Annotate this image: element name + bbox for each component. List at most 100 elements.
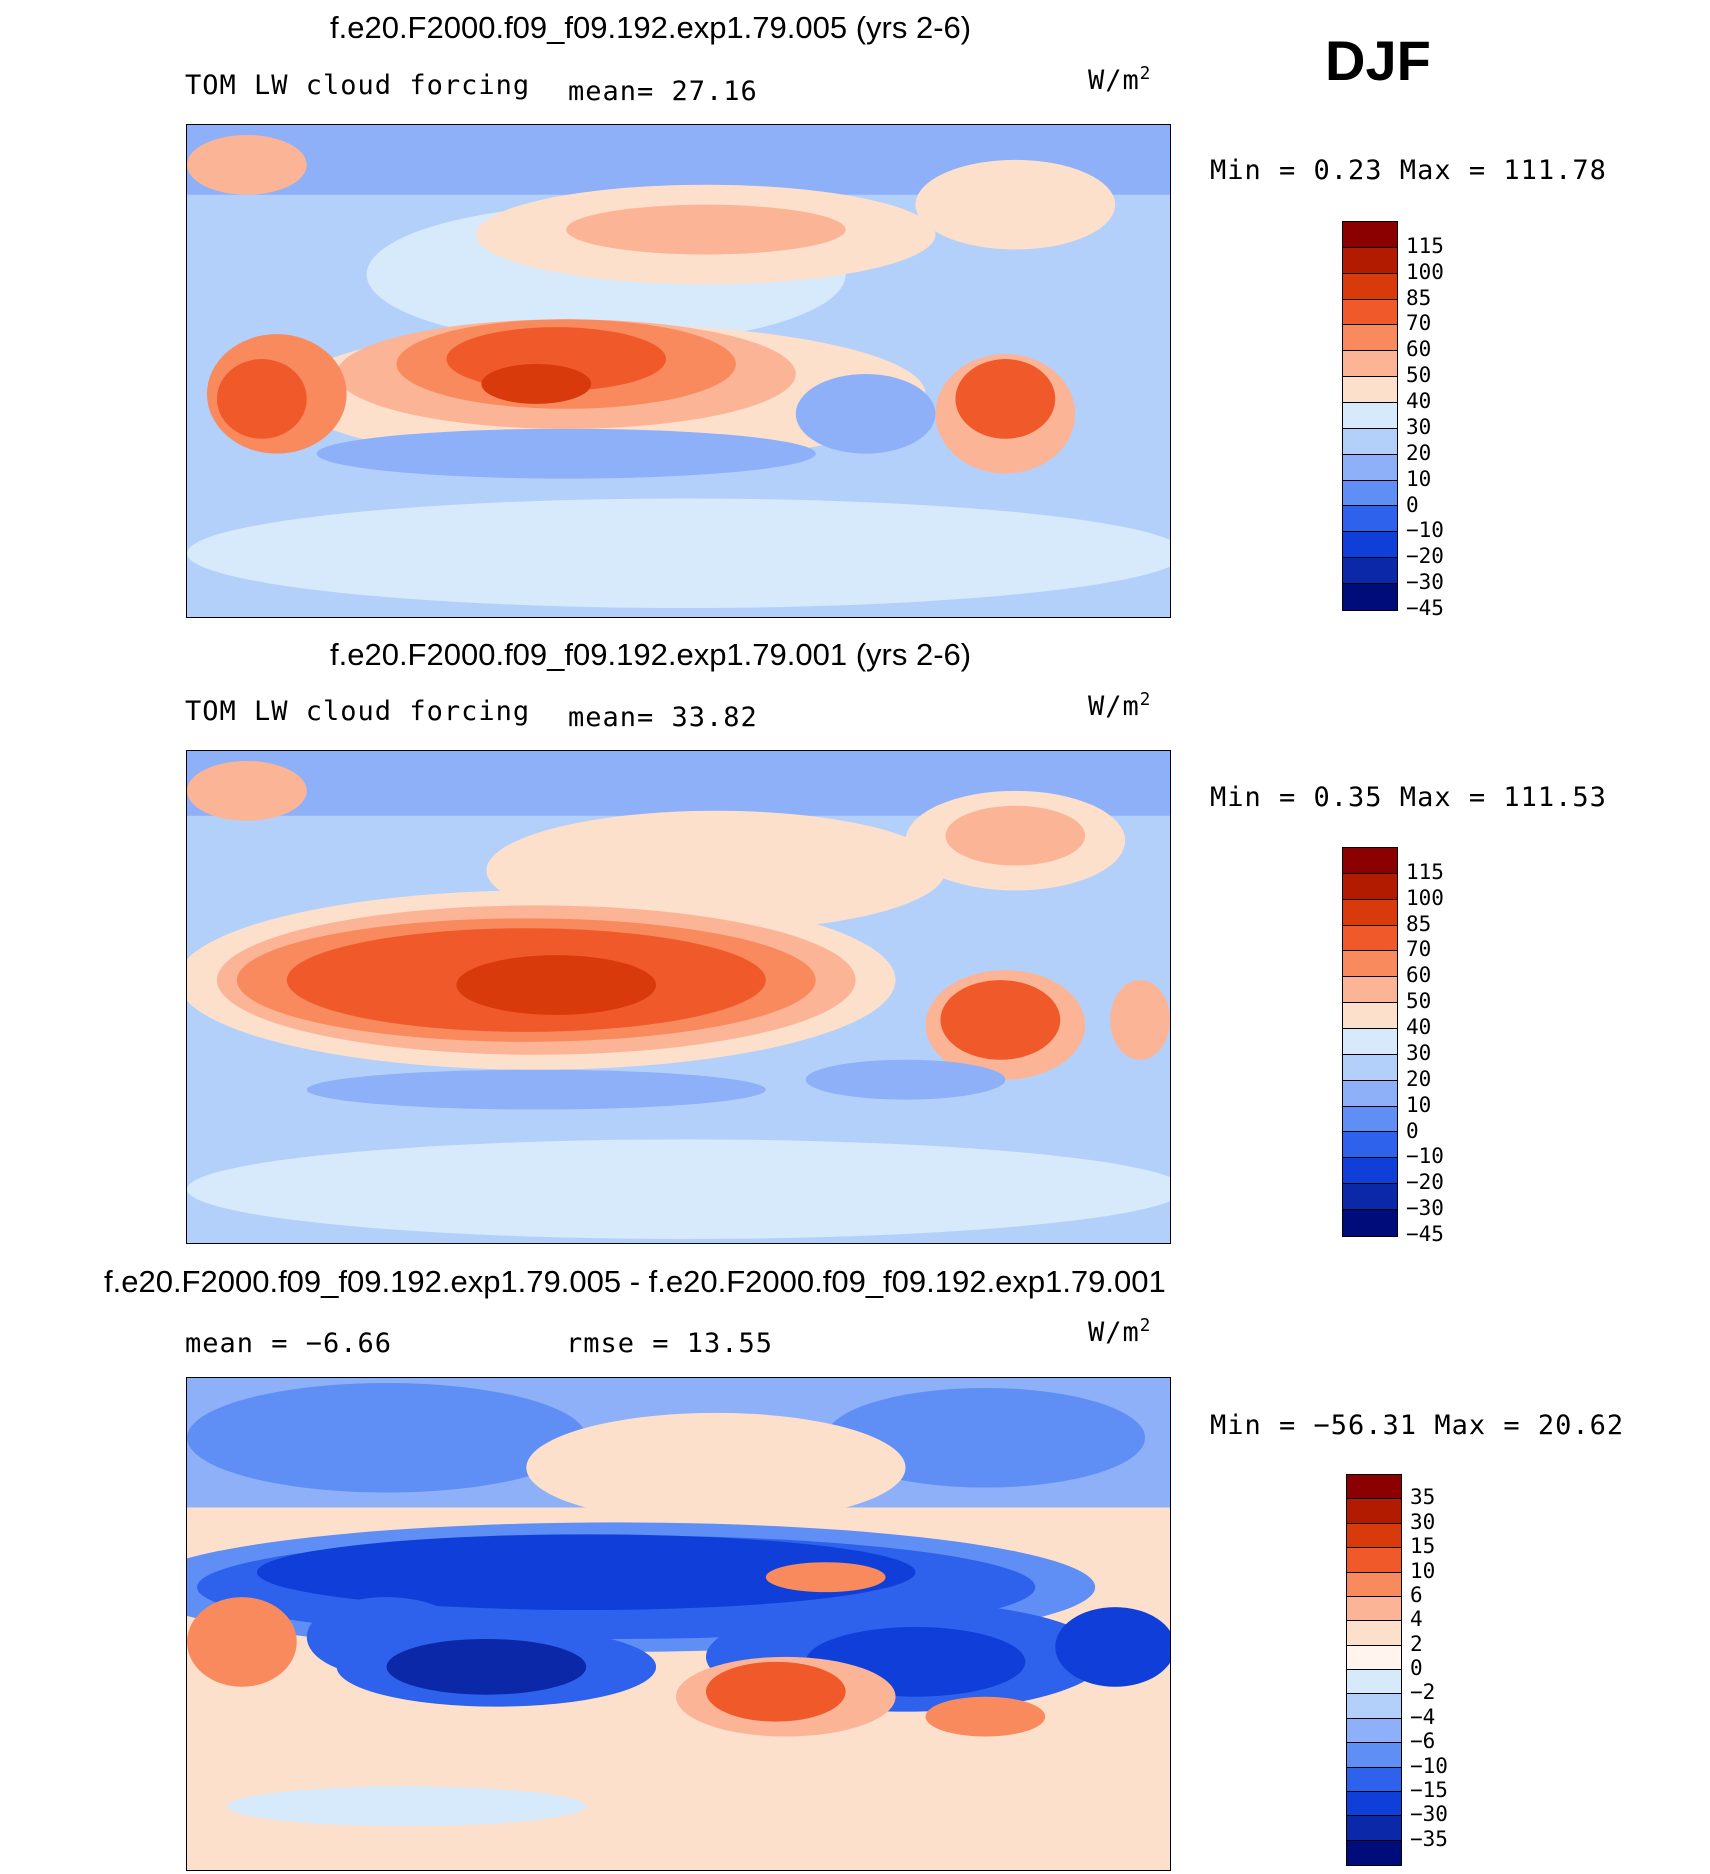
colorbar-tick-label: −15 <box>1410 1777 1448 1802</box>
colorbar-swatch <box>1343 480 1397 507</box>
colorbar-tick-label: 50 <box>1406 989 1432 1014</box>
colorbar-tick-label: 10 <box>1406 1092 1432 1117</box>
panel-1-colorbar <box>1342 221 1398 611</box>
colorbar-tick-label: 30 <box>1406 1040 1432 1065</box>
colorbar-tick-label: −10 <box>1406 518 1444 543</box>
colorbar-swatch <box>1343 299 1397 326</box>
panel-3-map <box>186 1377 1171 1871</box>
season-label: DJF <box>1325 29 1431 92</box>
colorbar-swatch <box>1343 403 1397 429</box>
colorbar-tick-label: 85 <box>1406 911 1432 936</box>
colorbar-tick-label: 20 <box>1406 1066 1432 1091</box>
panel-3-colorbar <box>1346 1474 1402 1866</box>
panel-2-mean-label: mean= 33.82 <box>568 702 758 733</box>
colorbar-swatch <box>1343 1158 1397 1185</box>
colorbar-tick-label: 60 <box>1406 963 1432 988</box>
panel-3-mean-label: mean = −6.66 <box>185 1328 393 1359</box>
colorbar-swatch <box>1347 1791 1401 1817</box>
colorbar-swatch <box>1347 1572 1401 1597</box>
colorbar-swatch <box>1347 1523 1401 1549</box>
colorbar-swatch <box>1343 506 1397 533</box>
panel-1-map-plot <box>187 125 1170 617</box>
panel-2-map-plot <box>187 751 1170 1243</box>
colorbar-swatch <box>1347 1816 1401 1841</box>
colorbar-swatch <box>1347 1694 1401 1719</box>
colorbar-swatch <box>1343 1080 1397 1107</box>
colorbar-tick-label: −20 <box>1406 544 1444 569</box>
colorbar-swatch <box>1343 222 1397 248</box>
colorbar-tick-label: −6 <box>1410 1729 1436 1754</box>
colorbar-tick-label: 0 <box>1410 1656 1423 1680</box>
colorbar-tick-label: 70 <box>1406 311 1432 336</box>
colorbar-swatch <box>1343 325 1397 352</box>
colorbar-tick-label: 100 <box>1406 885 1444 910</box>
colorbar-tick-label: 6 <box>1410 1582 1423 1607</box>
colorbar-tick-label: −2 <box>1410 1680 1436 1705</box>
colorbar-tick-label: 30 <box>1406 414 1432 439</box>
colorbar-swatch <box>1343 1132 1397 1159</box>
colorbar-tick-label: 2 <box>1410 1631 1423 1656</box>
colorbar-tick-label: 100 <box>1406 259 1444 284</box>
panel-1-variable-label: TOM LW cloud forcing <box>185 70 531 101</box>
colorbar-tick-label: −30 <box>1406 1196 1444 1221</box>
colorbar-tick-label: 85 <box>1406 285 1432 310</box>
colorbar-swatch <box>1343 1003 1397 1030</box>
panel-2-variable-label: TOM LW cloud forcing <box>185 696 531 727</box>
colorbar-swatch <box>1347 1499 1401 1524</box>
colorbar-swatch <box>1347 1670 1401 1695</box>
colorbar-swatch <box>1343 873 1397 900</box>
colorbar-tick-label: −30 <box>1406 570 1444 595</box>
colorbar-swatch <box>1343 1106 1397 1133</box>
colorbar-swatch <box>1343 925 1397 952</box>
colorbar-tick-label: 0 <box>1406 492 1419 517</box>
colorbar-tick-label: −45 <box>1406 596 1444 620</box>
colorbar-tick-label: −4 <box>1410 1704 1436 1729</box>
colorbar-swatch <box>1343 1210 1397 1236</box>
colorbar-tick-label: 10 <box>1406 466 1432 491</box>
panel-1-map <box>186 124 1171 618</box>
colorbar-swatch <box>1343 351 1397 378</box>
colorbar-swatch <box>1343 247 1397 274</box>
colorbar-tick-label: −45 <box>1406 1222 1444 1246</box>
panel-3-title: f.e20.F2000.f09_f09.192.exp1.79.005 - f.… <box>104 1264 1166 1299</box>
colorbar-tick-label: −10 <box>1406 1144 1444 1169</box>
colorbar-tick-label: 40 <box>1406 389 1432 414</box>
panel-1-units: W/m2 <box>1088 64 1152 96</box>
colorbar-swatch <box>1343 428 1397 455</box>
colorbar-swatch <box>1343 848 1397 874</box>
panel-3-map-plot <box>187 1378 1170 1870</box>
colorbar-swatch <box>1347 1475 1401 1500</box>
colorbar-tick-label: 115 <box>1406 859 1444 884</box>
colorbar-tick-label: 4 <box>1410 1607 1423 1632</box>
colorbar-swatch <box>1347 1718 1401 1744</box>
colorbar-tick-label: 40 <box>1406 1015 1432 1040</box>
colorbar-swatch <box>1343 558 1397 585</box>
panel-3-rmse-label: rmse = 13.55 <box>566 1328 774 1359</box>
colorbar-swatch <box>1343 454 1397 481</box>
colorbar-swatch <box>1343 273 1397 300</box>
colorbar-tick-label: −20 <box>1406 1170 1444 1195</box>
colorbar-tick-label: 35 <box>1410 1485 1436 1510</box>
colorbar-tick-label: −10 <box>1410 1753 1448 1778</box>
colorbar-swatch <box>1347 1840 1401 1865</box>
colorbar-swatch <box>1347 1548 1401 1573</box>
panel-3-minmax: Min = −56.31 Max = 20.62 <box>1210 1410 1625 1441</box>
colorbar-tick-label: 15 <box>1410 1534 1436 1559</box>
colorbar-swatch <box>1347 1767 1401 1792</box>
colorbar-swatch <box>1343 1054 1397 1081</box>
colorbar-tick-label: 30 <box>1410 1509 1436 1534</box>
panel-2-minmax: Min = 0.35 Max = 111.53 <box>1210 782 1607 813</box>
colorbar-swatch <box>1343 1184 1397 1211</box>
colorbar-tick-label: 50 <box>1406 363 1432 388</box>
colorbar-tick-label: 10 <box>1410 1558 1436 1583</box>
colorbar-swatch <box>1347 1596 1401 1622</box>
colorbar-tick-label: 115 <box>1406 233 1444 258</box>
colorbar-swatch <box>1343 584 1397 610</box>
colorbar-swatch <box>1343 377 1397 404</box>
panel-2-colorbar <box>1342 847 1398 1237</box>
colorbar-swatch <box>1343 951 1397 978</box>
colorbar-swatch <box>1343 532 1397 559</box>
colorbar-swatch <box>1347 1621 1401 1646</box>
panel-2-units: W/m2 <box>1088 690 1152 722</box>
colorbar-swatch <box>1347 1743 1401 1768</box>
